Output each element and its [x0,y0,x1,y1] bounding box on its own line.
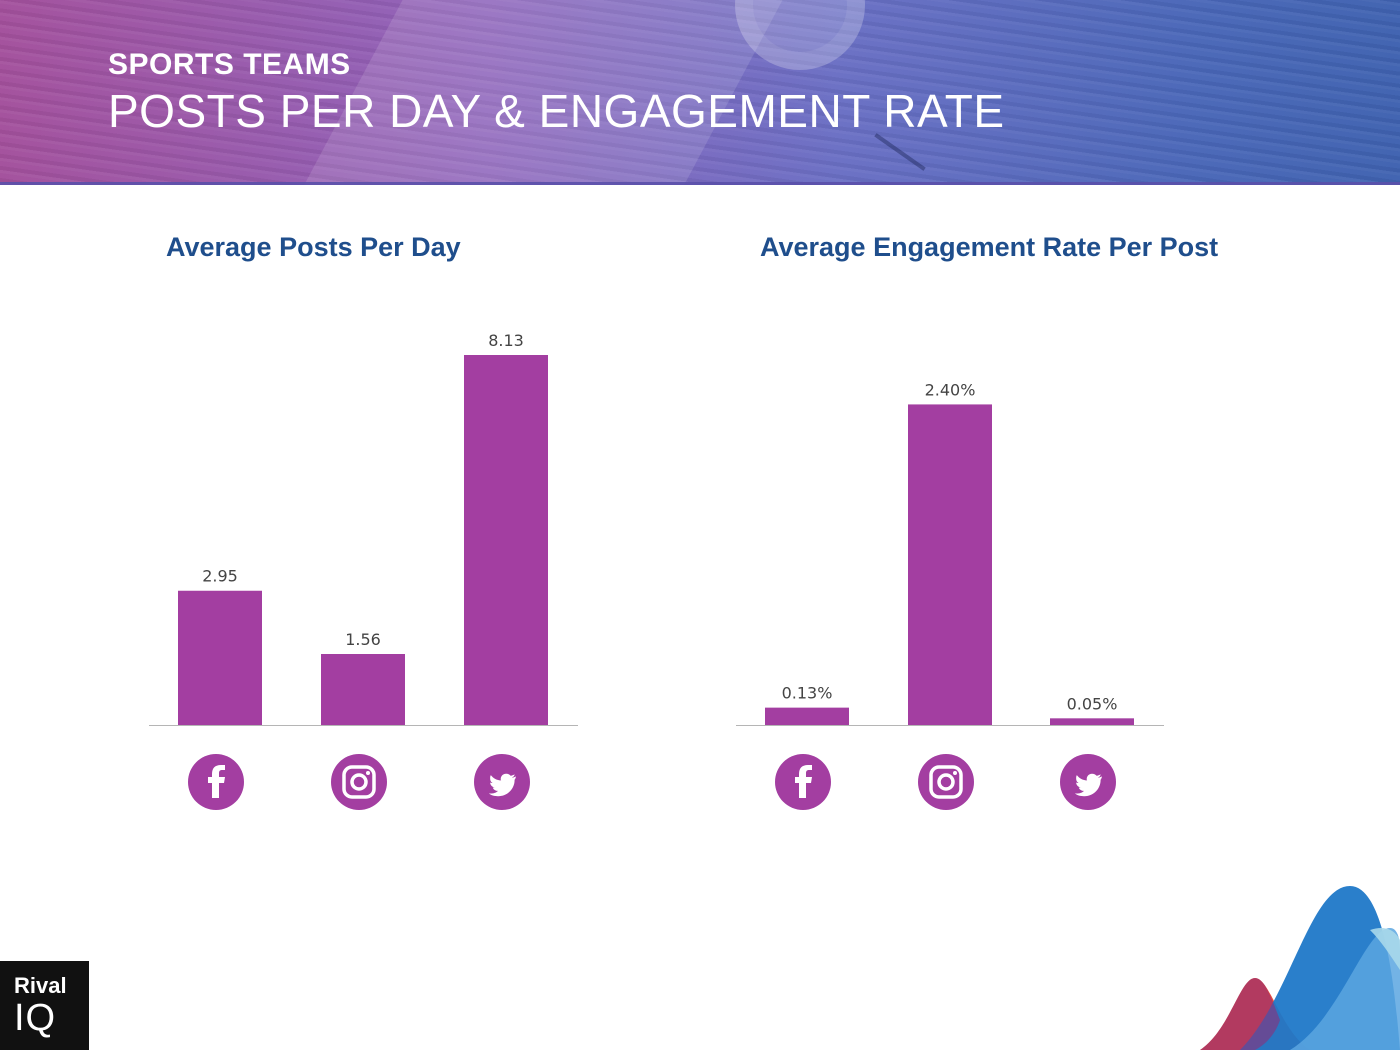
header-banner: SPORTS TEAMS POSTS PER DAY & ENGAGEMENT … [0,0,1400,185]
facebook-glyph [795,765,812,798]
bar [178,590,262,725]
instagram-icon-bg [918,754,974,810]
instagram-lens [350,773,368,791]
chart-title-engagement: Average Engagement Rate Per Post [760,232,1219,262]
bar [908,404,992,725]
bar-charts: 2.95 1.56 8.13 0.13% 2.40% 0.05% [149,331,1164,810]
data-label: 2.95 [202,567,238,586]
chart-1: 0.13% 2.40% 0.05% [736,380,1164,810]
wood-texture [0,0,1400,185]
data-label: 1.56 [345,630,381,649]
header-eyebrow: SPORTS TEAMS [108,48,351,81]
logo-line1: Rival [14,973,67,998]
twitter-glyph [488,773,516,797]
bar [321,654,405,725]
data-label: 0.05% [1067,694,1118,713]
header-underline [0,182,1400,185]
page-title: POSTS PER DAY & ENGAGEMENT RATE [108,85,1005,137]
rival-iq-logo: Rival IQ [0,961,89,1050]
instagram-lens [937,773,955,791]
instagram-dot [953,771,957,775]
bar [1050,718,1134,725]
chart-0: 2.95 1.56 8.13 [149,331,578,810]
chart-title-posts: Average Posts Per Day [166,232,461,262]
instagram-frame [929,765,963,799]
facebook-glyph [208,765,225,798]
bar [464,355,548,725]
data-label: 2.40% [925,380,976,399]
instagram-frame [342,765,376,799]
data-label: 8.13 [488,331,524,350]
brand-wave-graphic [1200,886,1400,1050]
bar [765,707,849,725]
instagram-dot [366,771,370,775]
instagram-icon-bg [331,754,387,810]
twitter-glyph [1074,773,1102,797]
data-label: 0.13% [782,684,833,703]
logo-line2: IQ [14,997,57,1039]
